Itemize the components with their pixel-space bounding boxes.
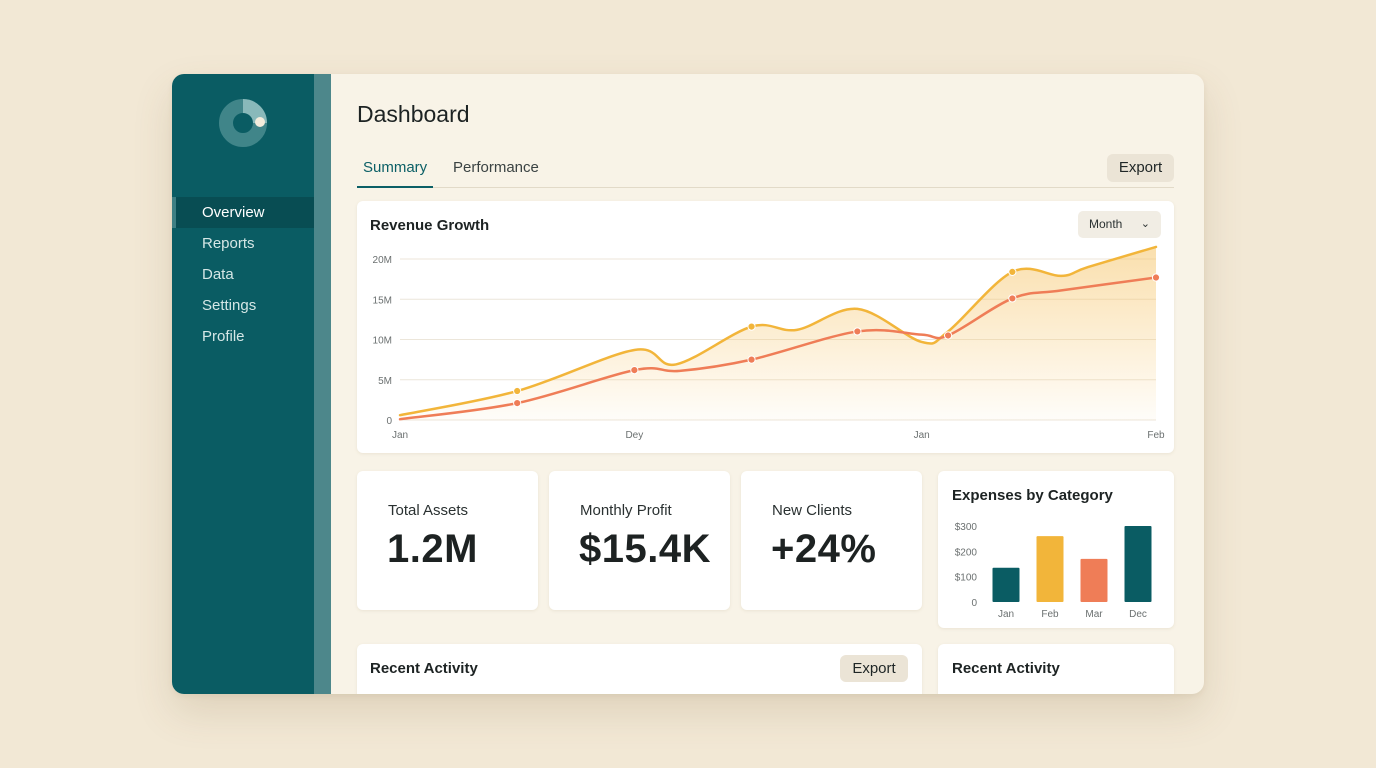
y-tick-label: 15M [373, 295, 392, 306]
sidebar-divider [314, 74, 331, 694]
revenue-growth-title: Revenue Growth [370, 217, 490, 234]
y-tick-label: 0 [971, 598, 977, 609]
revenue-growth-card: Revenue Growth Month ⌄ 0 5M 10M 15M 20M Jan De… [357, 201, 1174, 453]
bar [1124, 526, 1152, 602]
y-tick-label: 0 [386, 416, 392, 427]
recent-activity-card: Recent Activity Export [357, 644, 922, 694]
y-tick-label: $200 [955, 547, 978, 558]
expenses-title: Expenses by Category [952, 487, 1113, 504]
sidebar-item-data[interactable]: Data [202, 266, 234, 283]
kpi-card-monthly-profit: Monthly Profit $15.4K [549, 471, 730, 610]
x-tick-label: Jan [914, 430, 930, 441]
x-tick-label: Feb [1147, 430, 1165, 441]
sidebar-item-profile[interactable]: Profile [202, 328, 245, 345]
sidebar-item-overview[interactable]: Overview [172, 197, 314, 228]
bar [1080, 558, 1108, 602]
main-content: Dashboard Summary Performance Export Rev… [331, 74, 1204, 694]
x-tick-label: Mar [1085, 609, 1103, 620]
tab-summary[interactable]: Summary [357, 159, 434, 188]
expenses-bar-chart: 0 $100 $200 $300 Jan Feb Mar Dec [955, 522, 1152, 620]
recent-activity-title: Recent Activity [370, 660, 478, 677]
series-point [944, 331, 953, 340]
series-point [747, 322, 756, 331]
x-tick-label: Jan [392, 430, 408, 441]
series-point [1151, 273, 1161, 282]
series-line [398, 276, 1158, 421]
sidebar-item-settings[interactable]: Settings [202, 297, 257, 314]
x-tick-label: Dec [1129, 609, 1147, 620]
kpi-value: $15.4K [579, 527, 711, 571]
y-tick-label: $100 [955, 573, 978, 584]
kpi-label: Monthly Profit [580, 502, 672, 519]
expenses-card: Expenses by Category 0 $100 $200 $300 Jan Feb… [938, 471, 1174, 628]
recent-activity-side-card: Recent Activity [938, 644, 1174, 694]
kpi-label: New Clients [772, 502, 853, 519]
kpi-card-new-clients: New Clients +24% [741, 471, 922, 610]
tab-bar: Summary Performance [357, 154, 1174, 188]
series-line [398, 245, 1158, 417]
series-point [747, 355, 756, 364]
series-area [400, 246, 1156, 420]
bar [1036, 536, 1064, 602]
y-tick-label: 5M [378, 376, 392, 387]
series-point [1008, 294, 1017, 303]
kpi-value: 1.2M [387, 527, 478, 571]
x-tick-label: Feb [1041, 609, 1059, 620]
tab-performance[interactable]: Performance [453, 159, 539, 176]
revenue-line-chart: 0 5M 10M 15M 20M Jan Dey Jan Feb [373, 245, 1165, 441]
period-select[interactable]: Month ⌄ [1078, 211, 1161, 238]
page-title: Dashboard [357, 101, 470, 127]
y-tick-label: 20M [373, 255, 392, 266]
period-select-value: Month [1089, 217, 1123, 231]
bar [992, 567, 1020, 602]
recent-activity-side-title: Recent Activity [952, 660, 1060, 677]
recent-activity-export-button[interactable]: Export [840, 655, 908, 682]
x-tick-label: Dey [625, 430, 643, 441]
y-tick-label: $300 [955, 522, 978, 533]
y-tick-label: 10M [373, 336, 392, 347]
kpi-label: Total Assets [388, 502, 469, 519]
series-point [1008, 267, 1017, 276]
series-point [630, 365, 639, 375]
export-button[interactable]: Export [1107, 154, 1174, 182]
x-tick-label: Jan [998, 609, 1014, 620]
kpi-value: +24% [771, 527, 877, 571]
sidebar-nav: Overview Reports Data Settings Profile [172, 197, 314, 352]
chevron-down-icon: ⌄ [1140, 218, 1150, 230]
app-window: Overview Reports Data Settings Profile D… [172, 74, 1204, 694]
series-point [513, 386, 522, 396]
series-point [853, 327, 862, 336]
ring-logo-icon[interactable] [218, 98, 268, 148]
series-point [513, 398, 522, 408]
kpi-card-total-assets: Total Assets 1.2M [357, 471, 538, 610]
sidebar: Overview Reports Data Settings Profile [172, 74, 314, 694]
sidebar-item-reports[interactable]: Reports [202, 235, 255, 252]
